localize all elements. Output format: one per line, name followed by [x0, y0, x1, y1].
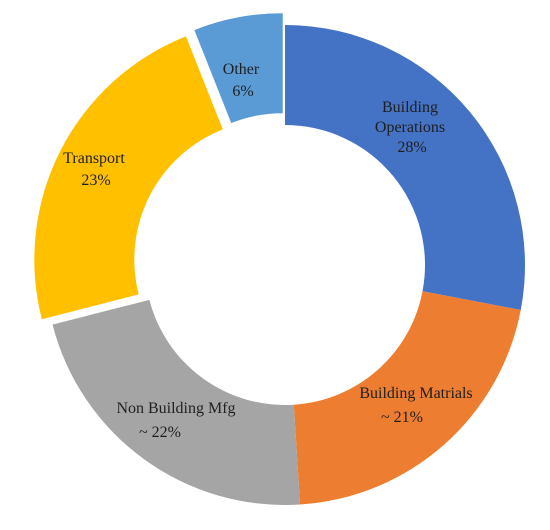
- slice-other: [194, 13, 283, 124]
- slice-non-building-mfg: [52, 299, 301, 506]
- donut-slices: [34, 13, 525, 506]
- slice-label-transport: Transport 23%: [63, 150, 129, 189]
- slice-name-non-building-mfg: Non Building Mfg: [116, 400, 235, 417]
- slice-value-transport: 23%: [81, 172, 110, 189]
- slice-name-building-materials: Building Matrials: [359, 385, 472, 402]
- slice-building-matrials: [293, 291, 521, 505]
- slice-transport: [34, 36, 223, 320]
- slice-value-building-operations: 28%: [397, 139, 426, 156]
- slice-label-building-operations: Building Operations 28%: [375, 99, 449, 156]
- slice-label-non-building-mfg: Non Building Mfg ~ 22%: [116, 400, 239, 441]
- slice-value-non-building-mfg: ~ 22%: [139, 424, 181, 441]
- slice-value-other: 6%: [232, 83, 253, 100]
- slice-value-building-materials: ~ 21%: [381, 409, 423, 426]
- slice-label-building-materials: Building Matrials ~ 21%: [359, 385, 476, 426]
- slice-label-other: Other 6%: [223, 61, 263, 100]
- slice-name-line1-building-operations: Building: [382, 99, 438, 116]
- donut-labels: Building Operations 28% Building Matrial…: [63, 61, 476, 441]
- slice-name-transport: Transport: [63, 150, 125, 167]
- slice-name-other: Other: [223, 61, 260, 78]
- slice-building-operations: [285, 25, 525, 310]
- slice-name-line2-building-operations: Operations: [375, 119, 445, 136]
